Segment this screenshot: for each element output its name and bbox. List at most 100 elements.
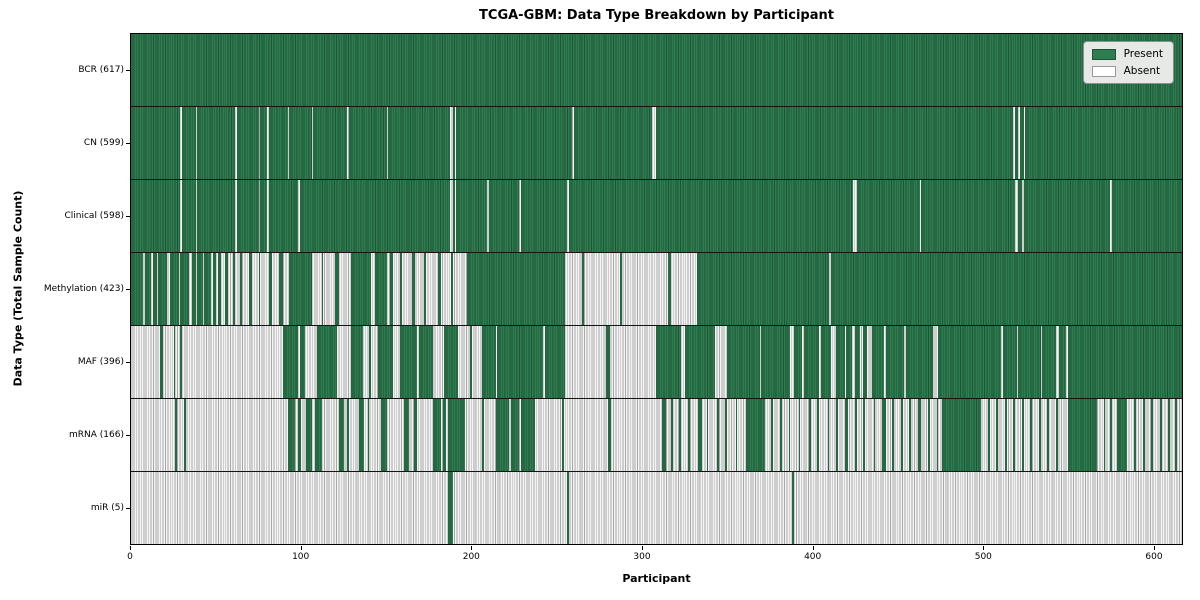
- present-segment: [510, 399, 520, 471]
- y-tick-mark: [126, 362, 130, 364]
- x-tick-mark: [641, 546, 643, 550]
- x-tick-mark: [1153, 546, 1155, 550]
- y-tick-mark: [126, 435, 130, 437]
- present-segment: [1168, 399, 1171, 471]
- present-segment: [369, 326, 372, 398]
- present-segment: [131, 107, 181, 179]
- present-segment: [567, 472, 569, 544]
- present-segment: [131, 180, 181, 252]
- present-segment: [1018, 326, 1041, 398]
- present-segment: [481, 326, 496, 398]
- present-segment: [456, 180, 487, 252]
- present-segment: [388, 107, 450, 179]
- present-segment: [1175, 399, 1177, 471]
- present-segment: [182, 180, 196, 252]
- present-segment: [144, 253, 152, 325]
- present-segment: [456, 107, 573, 179]
- x-axis-ticks: 0 100 200 300 400 500 600: [127, 545, 1183, 567]
- present-segment: [204, 253, 212, 325]
- present-segment: [153, 253, 157, 325]
- x-tick-label: 500: [974, 552, 992, 562]
- y-tick-mark: [126, 215, 130, 217]
- y-tick-label-MAF: MAF (396): [77, 357, 124, 368]
- present-segment: [917, 399, 922, 471]
- present-segment: [1042, 326, 1056, 398]
- present-segment: [367, 399, 370, 471]
- present-segment: [1013, 399, 1016, 471]
- present-segment: [347, 399, 350, 471]
- present-segment: [212, 253, 217, 325]
- present-segment: [236, 107, 259, 179]
- present-segment: [662, 399, 666, 471]
- present-segment: [442, 399, 447, 471]
- present-segment: [321, 253, 324, 325]
- present-segment: [260, 180, 268, 252]
- present-segment: [1067, 399, 1097, 471]
- present-segment: [655, 326, 682, 398]
- x-tick-label: 600: [1145, 552, 1163, 562]
- present-segment: [1159, 399, 1162, 471]
- present-segment: [299, 326, 305, 398]
- present-segment: [197, 180, 235, 252]
- present-segment: [1004, 399, 1007, 471]
- present-segment: [987, 399, 990, 471]
- present-segment: [1103, 399, 1106, 471]
- present-segment: [1020, 107, 1024, 179]
- present-segment: [561, 399, 564, 471]
- heatmap-row-BCR: [131, 34, 1182, 107]
- present-segment: [619, 253, 622, 325]
- present-segment: [909, 399, 912, 471]
- y-tick-mark: [126, 508, 130, 510]
- present-segment: [437, 253, 442, 325]
- present-segment: [996, 399, 999, 471]
- x-tick-label: 100: [292, 552, 310, 562]
- heatmap-row-mRNA: [131, 399, 1182, 472]
- x-tick-label: 300: [633, 552, 651, 562]
- present-segment: [1112, 180, 1182, 252]
- present-segment: [313, 107, 348, 179]
- present-segment: [771, 399, 774, 471]
- present-segment: [170, 253, 179, 325]
- present-segment: [488, 180, 520, 252]
- heatmap-row-miR: [131, 472, 1182, 544]
- present-segment: [374, 253, 387, 325]
- present-segment: [451, 253, 453, 325]
- present-segment: [827, 399, 830, 471]
- present-segment: [582, 253, 585, 325]
- present-segment: [350, 253, 372, 325]
- present-segment: [820, 326, 832, 398]
- present-segment: [192, 253, 196, 325]
- present-segment: [688, 399, 690, 471]
- heatmap-row-MAF: [131, 326, 1182, 399]
- present-segment: [863, 326, 867, 398]
- present-segment: [1151, 399, 1154, 471]
- present-segment: [679, 399, 682, 471]
- present-segment: [183, 399, 186, 471]
- present-segment: [268, 253, 273, 325]
- present-segment: [1015, 107, 1019, 179]
- present-segment: [745, 399, 765, 471]
- present-segment: [1110, 399, 1113, 471]
- present-segment: [1030, 399, 1033, 471]
- present-segment: [159, 326, 164, 398]
- y-tick-mark: [126, 69, 130, 71]
- present-segment: [817, 399, 820, 471]
- present-segment: [131, 253, 143, 325]
- y-tick-label-Clinical: Clinical (598): [64, 210, 124, 221]
- present-segment: [497, 326, 544, 398]
- present-segment: [725, 399, 728, 471]
- present-segment: [444, 326, 459, 398]
- present-segment: [224, 253, 229, 325]
- present-segment: [268, 180, 298, 252]
- present-segment: [175, 399, 177, 471]
- present-segment: [1059, 326, 1067, 398]
- present-segment: [447, 472, 453, 544]
- present-segment: [892, 399, 895, 471]
- absent-swatch-icon: [1091, 65, 1116, 77]
- present-segment: [791, 472, 794, 544]
- present-segment: [727, 326, 760, 398]
- legend: Present Absent: [1082, 41, 1174, 84]
- present-segment: [938, 326, 1002, 398]
- present-segment: [349, 107, 387, 179]
